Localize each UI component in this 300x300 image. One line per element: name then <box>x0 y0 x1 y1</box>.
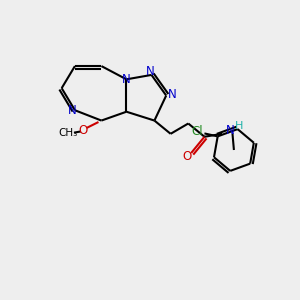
Text: O: O <box>183 150 192 163</box>
Text: N: N <box>168 88 177 100</box>
Text: N: N <box>68 104 77 117</box>
Text: Cl: Cl <box>191 125 203 139</box>
Text: CH₃: CH₃ <box>58 128 77 138</box>
Text: N: N <box>226 124 235 137</box>
Text: N: N <box>146 65 154 78</box>
Text: N: N <box>122 73 130 86</box>
Text: O: O <box>78 124 88 137</box>
Text: H: H <box>235 122 243 131</box>
